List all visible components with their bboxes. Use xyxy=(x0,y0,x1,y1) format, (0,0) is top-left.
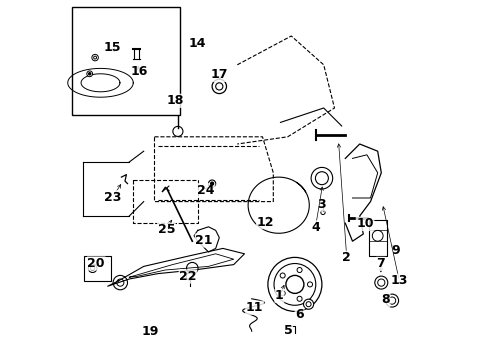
Circle shape xyxy=(303,299,313,309)
Circle shape xyxy=(296,267,302,273)
Circle shape xyxy=(88,73,91,75)
Circle shape xyxy=(88,264,97,273)
Text: 12: 12 xyxy=(256,216,274,229)
Text: 5: 5 xyxy=(283,324,292,337)
Text: 20: 20 xyxy=(87,257,105,270)
Text: 8: 8 xyxy=(381,293,389,306)
Bar xyxy=(72,7,179,115)
Circle shape xyxy=(94,56,96,59)
Circle shape xyxy=(296,296,302,301)
Bar xyxy=(84,256,111,281)
Text: 24: 24 xyxy=(197,184,214,197)
Circle shape xyxy=(186,273,193,280)
Circle shape xyxy=(273,264,315,305)
Text: 17: 17 xyxy=(210,68,227,81)
Text: 11: 11 xyxy=(245,301,263,314)
Text: 25: 25 xyxy=(157,223,175,236)
Text: 6: 6 xyxy=(295,308,303,321)
Circle shape xyxy=(305,302,310,307)
Circle shape xyxy=(212,79,226,94)
Circle shape xyxy=(90,266,95,270)
Text: 2: 2 xyxy=(342,251,350,264)
Circle shape xyxy=(377,279,384,286)
Text: 1: 1 xyxy=(274,289,283,302)
Circle shape xyxy=(215,83,223,90)
Text: 23: 23 xyxy=(103,191,121,204)
Text: 9: 9 xyxy=(390,244,399,257)
Circle shape xyxy=(371,230,382,241)
Circle shape xyxy=(315,172,328,185)
Circle shape xyxy=(320,210,325,215)
Text: 18: 18 xyxy=(166,94,183,107)
Circle shape xyxy=(172,126,183,136)
Circle shape xyxy=(280,273,285,278)
Circle shape xyxy=(387,297,395,304)
Text: 19: 19 xyxy=(141,325,159,338)
Circle shape xyxy=(117,279,123,286)
Circle shape xyxy=(280,291,285,296)
Circle shape xyxy=(385,294,398,307)
Circle shape xyxy=(307,282,312,287)
Circle shape xyxy=(208,180,215,187)
Circle shape xyxy=(87,71,92,77)
Text: 10: 10 xyxy=(356,217,373,230)
Text: 21: 21 xyxy=(195,234,212,247)
Circle shape xyxy=(113,275,127,290)
Text: 7: 7 xyxy=(375,257,384,270)
Circle shape xyxy=(310,167,332,189)
Circle shape xyxy=(186,262,198,274)
Text: 16: 16 xyxy=(130,65,147,78)
Text: 15: 15 xyxy=(103,41,121,54)
Circle shape xyxy=(374,276,387,289)
Text: 13: 13 xyxy=(390,274,407,287)
Text: 4: 4 xyxy=(310,221,319,234)
Circle shape xyxy=(210,182,213,185)
Circle shape xyxy=(267,257,321,311)
Text: 22: 22 xyxy=(179,270,196,283)
Text: 14: 14 xyxy=(188,37,206,50)
Circle shape xyxy=(92,54,98,61)
Text: 3: 3 xyxy=(317,198,325,211)
Circle shape xyxy=(285,275,303,293)
